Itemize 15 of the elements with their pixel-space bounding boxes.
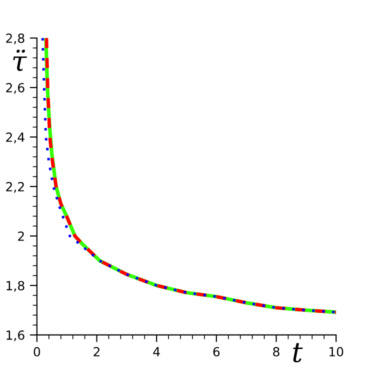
x-axis-title: t [293, 343, 303, 362]
y-axis-title: τ̈ [13, 50, 28, 72]
x-tick-label: 8 [273, 346, 280, 356]
y-tick-label: 2,6 [6, 83, 24, 94]
x-tick-label: 4 [153, 347, 160, 356]
x-tick-label: 2 [94, 346, 100, 356]
y-tick-label: 1,8 [6, 280, 24, 292]
y-tick-label: 2 [18, 231, 24, 241]
x-tick-label: 6 [213, 346, 220, 356]
y-tick-label: 2,4 [6, 132, 24, 144]
y-tick-label: 2,2 [6, 182, 24, 193]
y-tick-label: 2,8 [6, 34, 24, 44]
y-tick-label: 1,6 [6, 330, 24, 342]
x-tick-label: 0 [34, 346, 40, 356]
x-tick-label: 10 [329, 346, 344, 356]
